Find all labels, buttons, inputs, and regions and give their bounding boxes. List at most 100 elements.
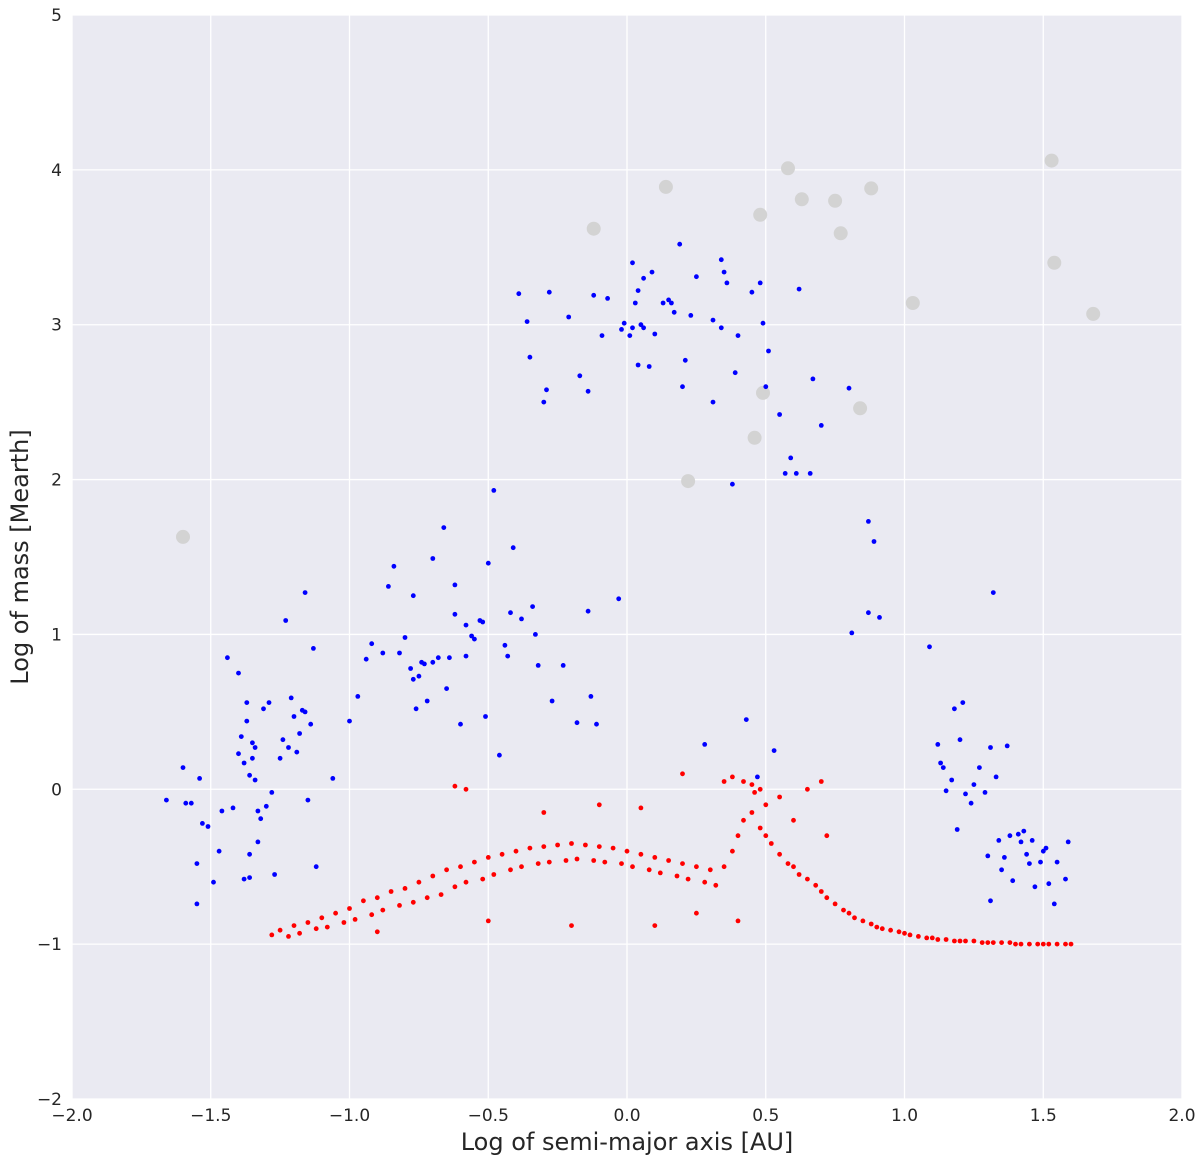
gray-series (176, 153, 1101, 544)
red-point-58 (674, 873, 680, 879)
blue-point-28 (255, 808, 261, 814)
red-point-69 (749, 810, 755, 815)
red-point-62 (702, 879, 708, 885)
blue-point-144 (724, 280, 730, 286)
blue-point-58 (391, 563, 397, 569)
blue-point-49 (311, 646, 316, 651)
blue-point-151 (757, 280, 763, 286)
gray-point-2 (658, 179, 673, 194)
blue-point-111 (594, 721, 599, 727)
red-point-18 (397, 903, 402, 908)
red-point-21 (416, 879, 422, 885)
red-point-0 (269, 932, 275, 938)
red-point-45 (583, 842, 588, 848)
gray-point-4 (747, 430, 762, 445)
red-point-46 (591, 858, 597, 863)
red-point-67 (735, 833, 741, 839)
blue-point-128 (652, 331, 658, 337)
blue-point-115 (619, 327, 624, 332)
blue-point-11 (219, 808, 225, 814)
blue-point-117 (627, 333, 633, 338)
red-point-92 (907, 932, 913, 938)
blue-point-29 (255, 839, 261, 845)
blue-point-42 (294, 749, 300, 755)
red-point-103 (985, 940, 991, 945)
x-axis-label: Log of semi-major axis [AU] (461, 1128, 794, 1156)
red-point-26 (452, 884, 458, 890)
red-point-131 (818, 779, 824, 784)
blue-point-12 (225, 655, 230, 661)
blue-point-203 (1038, 859, 1043, 865)
blue-point-131 (669, 300, 674, 306)
red-point-3 (291, 923, 297, 928)
blue-point-56 (380, 650, 386, 656)
blue-point-16 (238, 734, 244, 739)
red-point-60 (685, 876, 691, 882)
blue-point-87 (497, 752, 502, 758)
red-point-30 (480, 876, 486, 882)
blue-point-67 (422, 661, 427, 667)
blue-point-154 (766, 348, 771, 354)
blue-point-14 (236, 670, 241, 676)
blue-point-79 (463, 622, 469, 628)
red-point-65 (721, 864, 727, 870)
blue-point-19 (244, 718, 250, 724)
blue-point-5 (194, 901, 200, 907)
blue-point-81 (472, 636, 477, 642)
blue-point-202 (1032, 884, 1038, 890)
blue-point-149 (749, 289, 755, 295)
blue-point-153 (763, 384, 769, 390)
red-point-51 (624, 848, 630, 854)
blue-point-146 (732, 370, 738, 376)
red-point-2 (286, 934, 291, 939)
blue-point-193 (1004, 743, 1010, 749)
blue-point-15 (236, 751, 241, 757)
y-tick-label-3: 1 (51, 625, 62, 645)
blue-point-191 (999, 867, 1004, 873)
red-point-138 (374, 929, 380, 935)
red-point-24 (438, 892, 444, 897)
red-point-61 (694, 864, 699, 870)
blue-point-65 (416, 673, 422, 679)
red-point-133 (680, 771, 685, 777)
red-point-80 (824, 895, 830, 901)
x-tick-label-6: 1.0 (891, 1106, 918, 1126)
red-point-99 (957, 938, 963, 944)
blue-point-189 (993, 774, 999, 780)
blue-point-69 (430, 556, 436, 561)
red-point-98 (952, 938, 957, 944)
blue-point-68 (424, 698, 430, 704)
blue-point-94 (524, 319, 530, 324)
blue-point-205 (1043, 845, 1049, 851)
red-point-84 (852, 915, 857, 921)
red-point-79 (818, 889, 824, 894)
blue-point-119 (630, 260, 635, 266)
blue-point-47 (305, 797, 311, 803)
blue-point-183 (977, 765, 982, 770)
red-point-106 (1007, 940, 1013, 945)
blue-point-121 (635, 288, 641, 293)
y-tick-label-5: 3 (51, 316, 62, 336)
blue-point-53 (355, 694, 361, 699)
red-point-55 (652, 855, 658, 860)
red-point-17 (388, 889, 394, 894)
blue-point-27 (252, 777, 258, 783)
gray-point-13 (905, 296, 920, 310)
red-point-54 (646, 867, 652, 873)
gray-point-11 (853, 401, 868, 416)
red-point-96 (935, 937, 941, 942)
blue-point-18 (241, 760, 247, 766)
blue-point-34 (269, 790, 275, 795)
y-tick-label-0: −2 (37, 1090, 62, 1110)
blue-point-169 (877, 615, 882, 620)
blue-point-156 (777, 412, 782, 417)
red-point-120 (638, 805, 644, 811)
blue-point-160 (796, 286, 802, 292)
red-point-34 (508, 867, 513, 873)
red-point-76 (796, 872, 802, 877)
blue-point-61 (408, 666, 413, 671)
blue-point-55 (369, 641, 375, 647)
red-point-16 (380, 907, 386, 913)
blue-point-31 (261, 706, 266, 712)
blue-point-52 (347, 718, 352, 724)
